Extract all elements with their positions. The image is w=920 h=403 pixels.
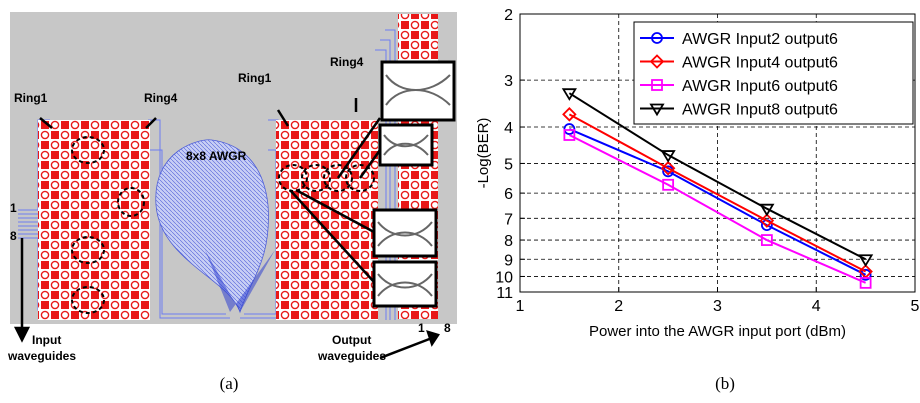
legend-marker [649, 54, 665, 69]
x-tick-label: 5 [911, 298, 920, 315]
data-point [561, 88, 577, 101]
legend: AWGR Input2 output6 AWGR Input4 output6 AW… [633, 21, 914, 125]
label-output-waveguides-1: Output [332, 333, 371, 347]
chip-layout-figure: Ring1 Ring4 8x8 AWGR Ring1 Ring4 1 8 Inp… [7, 12, 457, 393]
label-port-8-left: 8 [10, 229, 17, 243]
ber-chart-panel: 1 2 3 4 5 2 3 4 5 6 7 8 9 10 11 Power into the AWGR in… [470, 0, 920, 398]
pointer-arrows [13, 98, 440, 360]
label-port-8-right: 8 [444, 321, 451, 335]
data-point [660, 160, 676, 176]
data-point [858, 254, 874, 268]
y-tick-label: 2 [504, 7, 513, 24]
y-tick-label: 9 [504, 252, 513, 269]
y-tick-label: 10 [495, 269, 513, 286]
data-point [759, 203, 775, 217]
data-point [859, 268, 872, 281]
left-ring-array [38, 120, 150, 320]
legend-label: AWGR Input2 output6 [682, 31, 838, 48]
label-input-waveguides-2: waveguides [7, 349, 76, 363]
legend-label: AWGR Input6 output6 [682, 78, 838, 95]
x-tick-label: 4 [812, 298, 821, 315]
caption-b: (b) [715, 374, 735, 393]
data-point [660, 150, 676, 163]
data-point [759, 213, 775, 228]
right-ring-array [276, 120, 378, 320]
label-ring4-right: Ring4 [330, 55, 364, 69]
y-tick-label: 8 [504, 233, 513, 250]
x-tick-label: 2 [614, 298, 623, 315]
legend-label: AWGR Input8 output6 [682, 102, 838, 119]
data-point [662, 178, 675, 191]
y-axis-label: -Log(BER) [475, 118, 492, 189]
y-tick-label: 3 [504, 73, 513, 90]
data-point [562, 107, 577, 122]
plot-frame [519, 13, 916, 293]
legend-entry: AWGR Input4 output6 [640, 54, 838, 72]
highlight-circles [71, 136, 375, 314]
series-line [568, 92, 867, 261]
y-tick-label: 5 [504, 156, 513, 173]
caption-a: (a) [220, 374, 239, 393]
chip-layout-panel: Ring1 Ring4 8x8 AWGR Ring1 Ring4 1 8 Inp… [7, 12, 457, 393]
series-line [568, 113, 867, 273]
label-ring1-left: Ring1 [14, 91, 48, 105]
label-port-1-left: 1 [10, 201, 17, 215]
legend-box [633, 21, 914, 125]
legend-marker [649, 103, 665, 117]
data-point [859, 276, 872, 289]
x-axis-label: Power into the AWGR input port (dBm) [589, 323, 846, 340]
awgr-stem [205, 250, 275, 312]
x-tick-label: 3 [713, 298, 722, 315]
eye-diagram-insets [372, 60, 456, 308]
awgr-fan [155, 139, 269, 314]
series-layer [561, 88, 874, 289]
legend-label: AWGR Input4 output6 [682, 55, 838, 72]
label-ring1-right: Ring1 [238, 71, 272, 85]
series-2 [562, 107, 873, 279]
series-line [568, 134, 867, 284]
data-point [563, 129, 576, 141]
legend-entry: AWGR Input2 output6 [640, 31, 838, 48]
y-tick-label: 6 [504, 186, 513, 203]
label-awgr: 8x8 AWGR [186, 149, 247, 163]
label-input-waveguides-1: Input [32, 333, 61, 347]
legend-entry: AWGR Input8 output6 [640, 102, 838, 119]
label-output-waveguides-2: waveguides [317, 349, 386, 363]
legend-entry: AWGR Input6 output6 [640, 78, 838, 95]
y-tick-label: 4 [504, 120, 513, 137]
series-3 [563, 129, 872, 289]
legend-marker [651, 32, 663, 44]
label-port-1-right: 1 [418, 321, 425, 335]
legend-marker [651, 79, 663, 91]
y-tick-label: 11 [496, 285, 513, 302]
label-ring4-left: Ring4 [144, 91, 178, 105]
y-tick-label: 7 [504, 211, 513, 228]
series-4 [561, 88, 874, 268]
series-line [568, 128, 867, 276]
data-point [563, 123, 576, 135]
data-point [760, 234, 773, 246]
x-tick-label: 1 [516, 298, 525, 315]
